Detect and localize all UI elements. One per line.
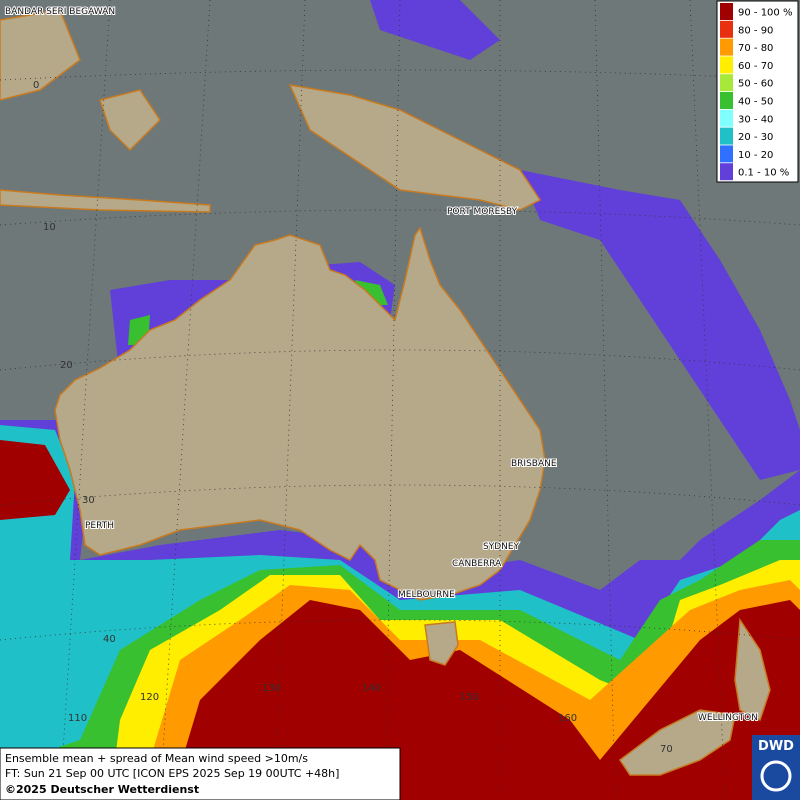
legend-swatch	[720, 56, 733, 74]
legend-label: 10 - 20	[738, 150, 773, 161]
tasmania	[424, 621, 459, 666]
legend-swatch	[720, 163, 733, 181]
legend-swatch	[720, 145, 733, 163]
legend-label: 70 - 80	[738, 43, 773, 54]
legend-swatch	[720, 92, 733, 109]
lat-label: 30	[82, 495, 95, 506]
graticule-line	[159, 0, 211, 800]
lat-label: 20	[60, 360, 73, 371]
graticule-line	[0, 619, 800, 641]
lat-label: 40	[103, 634, 116, 645]
wind-area	[370, 0, 800, 480]
legend-swatch	[720, 127, 733, 145]
lon-label: 130	[262, 683, 281, 694]
graticule-line	[274, 0, 306, 800]
city-label: PERTH	[85, 521, 114, 531]
lon-label: 120	[140, 692, 159, 703]
nz-south	[618, 709, 736, 776]
legend-label: 60 - 70	[738, 61, 773, 72]
lon-label: 110	[68, 713, 87, 724]
new-guinea	[288, 84, 542, 211]
land	[0, 9, 771, 776]
graticule-line	[59, 0, 111, 800]
legend-label: 90 - 100 %	[738, 8, 792, 19]
sulawesi	[99, 89, 161, 152]
city-label: BANDAR SERI BEGAWAN	[5, 7, 115, 17]
logo-text: DWD	[758, 739, 794, 754]
footer: Ensemble mean + spread of Mean wind spee…	[0, 747, 401, 800]
legend-label: 40 - 50	[738, 97, 773, 108]
legend-label: 20 - 30	[738, 132, 773, 143]
graticule-line	[384, 0, 401, 800]
lon-label: 70	[660, 744, 673, 755]
city-label: SYDNEY	[483, 542, 520, 552]
australia	[54, 226, 546, 601]
footer-text: ©2025 Deutscher Wetterdienst	[5, 783, 199, 796]
lon-label: 140	[362, 683, 381, 694]
legend-label: 50 - 60	[738, 79, 773, 90]
city-label: PORT MORESBY	[447, 207, 518, 217]
legend-swatch	[720, 20, 733, 38]
legend-label: 0.1 - 10 %	[738, 168, 789, 179]
footer-text: Ensemble mean + spread of Mean wind spee…	[5, 752, 308, 765]
logo: DWD	[752, 735, 800, 800]
lat-label: 10	[43, 222, 56, 233]
logo-icon	[760, 760, 792, 792]
legend-swatch	[720, 109, 733, 127]
graticule-line	[689, 0, 726, 800]
lon-label: 150	[460, 692, 479, 703]
footer-text: FT: Sun 21 Sep 00 UTC [ICON EPS 2025 Sep…	[5, 767, 339, 780]
graticule-line	[0, 484, 800, 506]
legend-swatch	[720, 38, 733, 56]
wind-area	[0, 440, 800, 800]
lon-label: 160	[558, 713, 577, 724]
nz-north	[734, 617, 771, 722]
graticule-line	[0, 209, 800, 226]
labels: BANDAR SERI BEGAWAN PORT MORESBY BRISBANE P…	[4, 6, 759, 755]
legend-label: 80 - 90	[738, 25, 773, 36]
legend-swatch	[720, 3, 733, 20]
borneo	[0, 9, 81, 101]
graticule-line	[0, 349, 800, 371]
legend-swatch	[720, 74, 733, 92]
graticule-line	[0, 69, 800, 81]
city-label: WELLINGTON	[698, 713, 758, 723]
lesser-sunda	[0, 189, 211, 213]
legend: 90 - 100 % 80 - 90 70 - 80 60 - 70 50 - 60 40…	[716, 0, 799, 183]
graticule-line	[594, 0, 616, 800]
lat-label: 0	[33, 80, 39, 91]
legend-label: 30 - 40	[738, 114, 773, 125]
footer-box	[0, 747, 401, 800]
city-label: CANBERRA	[452, 559, 502, 569]
city-label: BRISBANE	[511, 459, 557, 469]
city-label: MELBOURNE	[398, 590, 455, 600]
